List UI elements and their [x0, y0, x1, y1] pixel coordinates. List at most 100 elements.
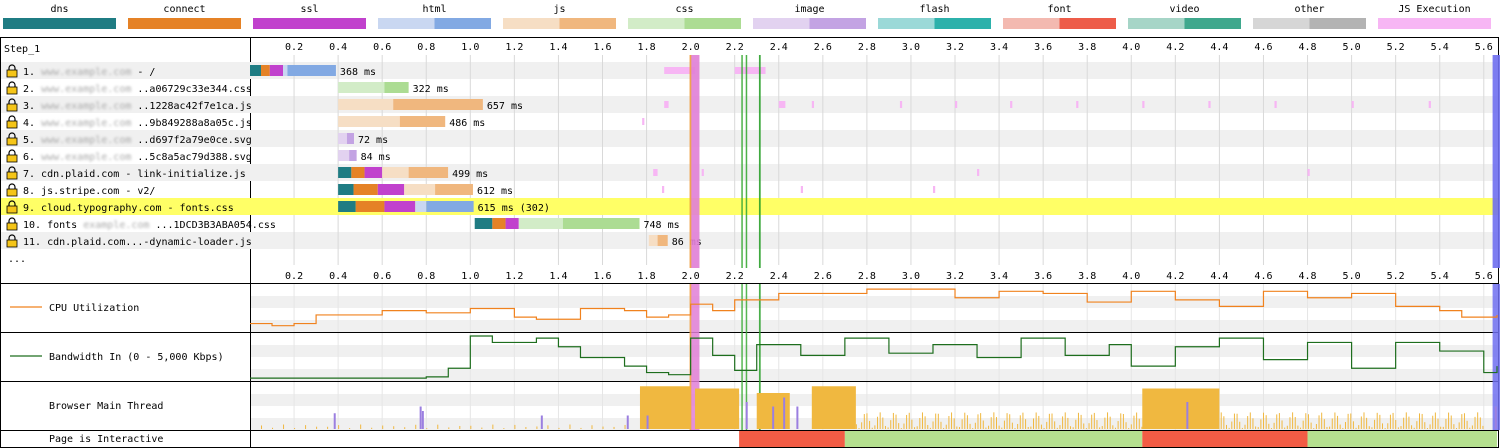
main-thread-script-spike: [1173, 425, 1175, 429]
lock-icon: [8, 217, 16, 223]
axis-tick-label-bottom: 4.2: [1166, 271, 1184, 282]
axis-tick-label-top: 1.2: [505, 42, 523, 53]
axis-tick-label-bottom: 4.6: [1254, 271, 1272, 282]
main-thread-script-spike: [890, 420, 892, 429]
js-execution-mark: [661, 186, 665, 193]
main-thread-script-spike: [935, 413, 937, 429]
main-thread-script-spike: [1062, 416, 1064, 429]
main-thread-script-spike: [1125, 422, 1127, 429]
axis-tick-label-top: 4.6: [1254, 42, 1272, 53]
main-thread-script-spike: [895, 414, 897, 429]
request-time-label: 368 ms: [340, 67, 376, 78]
main-thread-script-spike: [349, 428, 351, 429]
main-thread-script-spike: [305, 425, 307, 429]
main-thread-script-spike: [1070, 426, 1072, 429]
main-thread-layout-spike: [745, 402, 748, 429]
lock-icon: [8, 81, 16, 87]
main-thread-script-spike: [1006, 413, 1008, 429]
legend-label: other: [1294, 4, 1324, 15]
main-thread-script-spike: [1027, 426, 1029, 429]
main-thread-script-spike: [1162, 414, 1164, 429]
request-time-label: 657 ms: [487, 101, 523, 112]
axis-tick-label-bottom: 1.6: [593, 271, 611, 282]
main-thread-script-spike: [1326, 426, 1328, 429]
axis-tick-label-bottom: 1.0: [461, 271, 479, 282]
axis-tick-label-top: 5.6: [1475, 42, 1493, 53]
request-label: 2. www.example.com ..a06729c33e344.css: [23, 84, 252, 95]
lock-icon: [8, 149, 16, 155]
lock-icon-body: [6, 103, 18, 112]
timing-marker-panel: [745, 284, 748, 430]
main-thread-script-spike: [1413, 427, 1415, 429]
bar-wait: [415, 201, 427, 212]
main-thread-script-spike: [961, 419, 963, 429]
step-label: Step_1: [4, 44, 40, 55]
main-thread-script-spike: [1040, 424, 1042, 429]
main-thread-script-spike: [906, 414, 908, 429]
main-thread-script-spike: [1167, 420, 1169, 429]
request-label: 5. www.example.com ..d697f2a79e0ce.svg: [23, 135, 252, 146]
main-thread-script-spike: [437, 424, 439, 429]
main-thread-script-spike: [969, 423, 971, 429]
main-thread-script-spike: [569, 424, 571, 429]
js-execution-mark: [800, 186, 803, 193]
main-thread-script-spike: [1310, 422, 1312, 429]
js-execution-mark: [955, 101, 958, 108]
main-thread-script-spike: [382, 425, 384, 429]
main-thread-script-spike: [1292, 412, 1294, 429]
main-thread-script-spike: [1463, 413, 1465, 429]
main-thread-script-spike: [1003, 420, 1005, 429]
main-thread-script-spike: [514, 424, 516, 429]
main-thread-script-spike: [272, 427, 274, 429]
axis-tick-label-bottom: 1.8: [638, 271, 656, 282]
main-thread-script-spike: [1392, 412, 1394, 429]
main-thread-script-spike: [415, 424, 417, 429]
axis-tick-label-bottom: 5.4: [1431, 271, 1449, 282]
request-label: 11. cdn.plaid.com...-dynamic-loader.js: [23, 237, 252, 248]
main-thread-script-spike: [1117, 421, 1119, 429]
main-thread-script-spike: [1059, 425, 1061, 429]
main-thread-script-block: [695, 388, 740, 429]
main-thread-script-spike: [1331, 418, 1333, 429]
bar-wait: [404, 184, 436, 195]
js-execution-mark: [1274, 101, 1277, 108]
main-thread-layout-spike: [1494, 406, 1497, 429]
panel-stripe: [251, 369, 1497, 381]
timing-marker-panel: [758, 284, 761, 430]
main-thread-script-spike: [1252, 418, 1254, 429]
main-thread-script-spike: [1067, 417, 1069, 429]
bar-dns: [338, 167, 352, 178]
bar-download: [346, 133, 354, 144]
main-thread-script-spike: [1416, 421, 1418, 429]
main-thread-script-spike: [1178, 412, 1180, 429]
main-thread-script-spike: [1188, 420, 1190, 429]
main-thread-script-spike: [1419, 413, 1421, 429]
main-thread-script-block: [1142, 388, 1220, 429]
bar-wait: [283, 65, 288, 76]
legend-swatch: [253, 18, 366, 29]
main-thread-script-spike: [1210, 419, 1212, 429]
main-thread-script-spike: [1157, 428, 1159, 429]
main-thread-script-spike: [1133, 415, 1135, 429]
axis-tick-label-top: 3.2: [946, 42, 964, 53]
main-thread-script-spike: [1093, 412, 1095, 429]
main-thread-script-spike: [1395, 419, 1397, 429]
bar-download: [349, 150, 357, 161]
axis-tick-label-top: 2.6: [814, 42, 832, 53]
main-thread-script-spike: [1371, 427, 1373, 429]
main-thread-script-spike: [1025, 419, 1027, 429]
legend-label: video: [1169, 4, 1199, 15]
legend-swatch-dark: [559, 18, 616, 29]
main-thread-script-spike: [1450, 415, 1452, 429]
main-thread-script-spike: [1294, 417, 1296, 429]
main-thread-script-spike: [1239, 421, 1241, 429]
main-thread-layout-spike: [419, 406, 422, 429]
main-thread-script-spike: [1352, 421, 1354, 429]
main-thread-script-spike: [1120, 413, 1122, 429]
main-thread-script-spike: [1302, 420, 1304, 429]
main-thread-script-spike: [1223, 416, 1225, 429]
axis-tick-label-bottom: 0.2: [285, 271, 303, 282]
axis-tick-label-bottom: 2.4: [770, 271, 788, 282]
lock-icon: [8, 132, 16, 138]
main-thread-script-spike: [492, 424, 494, 429]
